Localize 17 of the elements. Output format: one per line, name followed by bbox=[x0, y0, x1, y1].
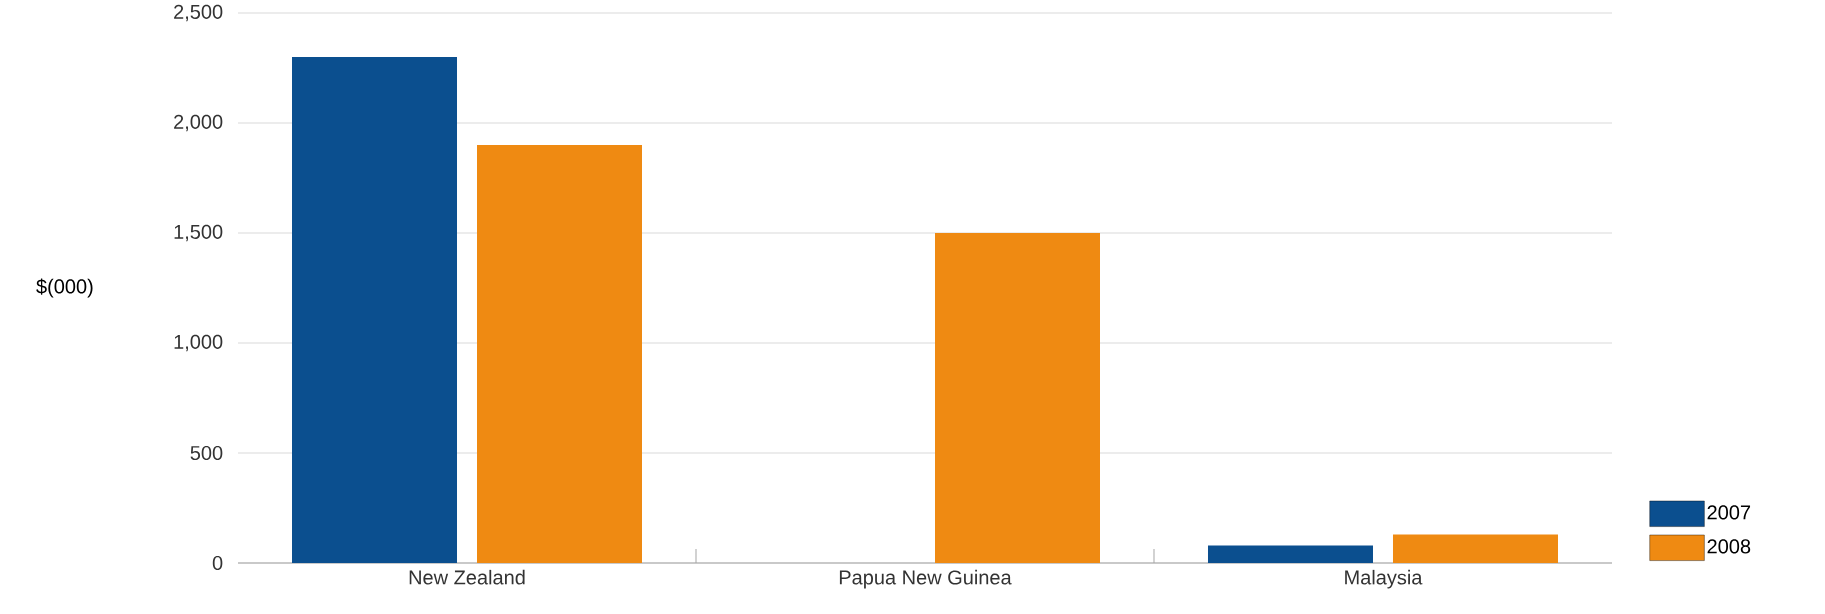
legend-label: 2007 bbox=[1707, 505, 1751, 520]
y-axis-title: $(000) bbox=[36, 278, 93, 298]
x-tick-label: New Zealand bbox=[409, 569, 525, 585]
y-tick-label: 1,000 bbox=[174, 334, 223, 352]
x-tick-label: Papua New Guinea bbox=[839, 569, 1012, 589]
x-tick-label: Malaysia bbox=[1345, 569, 1423, 589]
bar bbox=[292, 57, 457, 563]
bar bbox=[1207, 545, 1373, 563]
legend-label: 2008 bbox=[1707, 539, 1751, 554]
y-tick-label: 2,000 bbox=[174, 114, 223, 132]
y-tick-label: 2,500 bbox=[174, 4, 223, 22]
y-tick-label: 0 bbox=[212, 555, 223, 571]
bar bbox=[1392, 534, 1558, 563]
y-tick-label: 500 bbox=[190, 445, 223, 461]
bar bbox=[477, 145, 642, 563]
y-tick-label: 1,500 bbox=[174, 224, 223, 242]
bar bbox=[935, 233, 1100, 563]
